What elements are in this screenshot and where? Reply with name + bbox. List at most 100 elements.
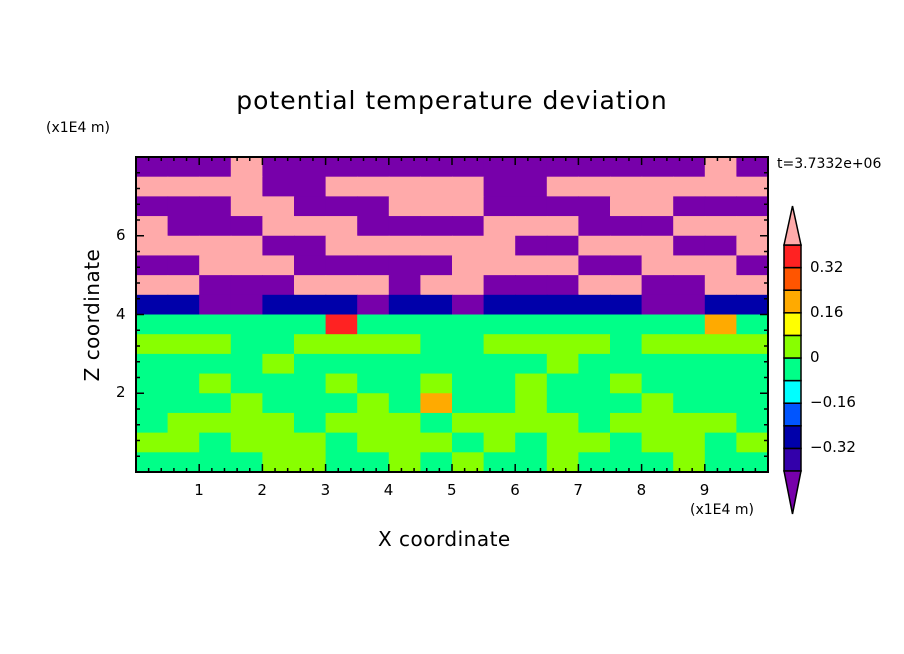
heatmap-cell [673,176,706,197]
heatmap-cell [388,235,421,257]
heatmap-cell [294,157,327,178]
heatmap-cell [199,235,232,257]
heatmap-cell [641,216,674,237]
heatmap-cell [136,176,169,197]
heatmap-cell [230,373,263,394]
heatmap-cell [262,196,295,217]
colorbar-label: 0.32 [810,257,844,276]
heatmap-cell [167,157,200,178]
heatmap-cell [136,393,169,414]
heatmap-cell [452,334,485,355]
heatmap-cell [452,353,485,375]
heatmap-cell [357,393,390,414]
heatmap-cell [546,235,579,257]
x-axis-label: X coordinate [378,527,511,551]
heatmap-cell [136,294,169,316]
heatmap-cell [546,294,579,316]
heatmap-cell [388,314,421,335]
heatmap-cell [199,314,232,335]
heatmap-cell [199,255,232,276]
heatmap-cell [452,157,485,178]
heatmap-cell [230,353,263,375]
heatmap-cell [199,412,232,434]
heatmap-cell [420,255,453,276]
heatmap-cell [610,412,643,434]
heatmap-cell [136,216,169,237]
heatmap-cell [452,235,485,257]
heatmap-cell [515,452,548,473]
heatmap-cell [325,196,358,217]
heatmap-cell [388,334,421,355]
heatmap-cell [420,235,453,257]
heatmap-cell [704,196,737,217]
heatmap-cell [578,393,611,414]
heatmap-cell [294,196,327,217]
heatmap-cell [136,373,169,394]
heatmap-cell [546,157,579,178]
heatmap-cell [294,275,327,296]
heatmap-cell [673,314,706,335]
heatmap-cell [294,294,327,316]
heatmap-cell [736,294,769,316]
time-label: t=3.7332e+06 [777,156,882,172]
heatmap-cell [230,196,263,217]
heatmap-cell [452,314,485,335]
colorbar-box [783,357,802,382]
heatmap-cell [199,196,232,217]
heatmap-cell [578,275,611,296]
heatmap-cell [452,196,485,217]
heatmap-cell [610,275,643,296]
heatmap-cell [610,314,643,335]
heatmap-cell [262,373,295,394]
heatmap-cell [452,373,485,394]
heatmap-cell [610,393,643,414]
heatmap-cell [673,334,706,355]
heatmap-cell [452,255,485,276]
heatmap-cell [641,373,674,394]
heatmap-cell [230,393,263,414]
heatmap-cell [262,432,295,453]
heatmap-cell [230,294,263,316]
colorbar-under-triangle [783,470,802,515]
heatmap-cell [736,235,769,257]
heatmap-cell [388,196,421,217]
x-tick-label: 8 [636,481,647,499]
heatmap-cell [483,255,516,276]
heatmap-cell [704,275,737,296]
heatmap-cell [262,452,295,473]
heatmap-cell [230,176,263,197]
heatmap-cell [641,314,674,335]
heatmap-cell [515,334,548,355]
heatmap-cell [294,235,327,257]
heatmap-cell [294,432,327,453]
heatmap-cell [357,412,390,434]
heatmap-cell [230,275,263,296]
heatmap-cell [641,196,674,217]
heatmap-cell [420,412,453,434]
heatmap-cell [388,275,421,296]
heatmap-cell [515,216,548,237]
y-tick-label: 4 [116,304,126,323]
heatmap-cell [167,275,200,296]
colorbar-label: 0 [810,348,820,366]
heatmap-cell [515,255,548,276]
heatmap-cell [610,235,643,257]
heatmap-cell [578,412,611,434]
heatmap-cell [673,255,706,276]
heatmap-cell [546,353,579,375]
heatmap-cell [388,216,421,237]
heatmap-cell [420,373,453,394]
heatmap-cell [704,373,737,394]
heatmap-cell [641,176,674,197]
heatmap-cell [546,275,579,296]
colorbar-box [783,447,802,472]
heatmap-cell [515,432,548,453]
heatmap-cell [578,255,611,276]
heatmap-cell [578,334,611,355]
y-tick-label: 6 [116,225,126,244]
heatmap-cell [483,353,516,375]
heatmap-cell [578,176,611,197]
heatmap-cell [388,353,421,375]
x-tick-label: 9 [699,481,710,499]
heatmap-cell [357,334,390,355]
